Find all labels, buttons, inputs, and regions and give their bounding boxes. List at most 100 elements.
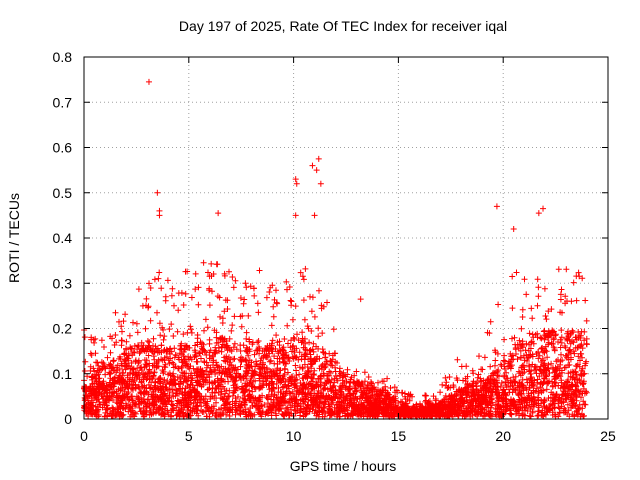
data-point [352,410,359,417]
data-point [167,379,174,386]
data-point [120,318,127,325]
data-point [138,378,145,385]
data-point [123,338,130,345]
data-point [529,331,536,338]
data-point [96,375,103,382]
data-point [258,403,265,409]
data-point [182,346,188,353]
data-point [251,292,258,299]
data-point [156,269,163,276]
data-point [111,380,118,387]
data-point [193,379,200,386]
data-point [277,376,284,383]
data-point [206,273,213,280]
data-point [569,368,576,375]
data-point [161,397,168,404]
data-point [212,384,219,391]
data-point [327,385,334,392]
data-point [436,406,443,413]
data-point [376,407,383,414]
outlier-point [309,162,316,169]
data-point [269,380,276,387]
data-point [137,389,144,396]
data-point [535,390,542,397]
data-point [548,306,555,313]
data-point [103,386,110,393]
data-point [127,404,134,411]
data-point [231,313,238,320]
data-point [237,403,244,410]
data-point [549,383,556,390]
data-point [376,395,383,402]
data-point [98,337,105,344]
data-point [352,385,359,392]
data-point [547,394,554,401]
data-point [538,335,545,342]
data-point [508,399,515,406]
data-point [140,390,147,397]
data-point [273,299,280,306]
data-point [245,408,252,415]
data-point [553,358,560,365]
data-point [512,410,519,417]
data-point [291,349,298,356]
data-point [390,413,397,420]
data-point [555,372,562,379]
data-point [157,332,164,339]
data-point [257,357,264,364]
data-point [218,348,225,355]
data-point [552,331,559,338]
data-point [530,340,537,347]
data-point [158,405,164,412]
data-point [294,331,300,338]
data-point [487,363,494,370]
data-point [526,362,532,369]
data-point [400,405,407,412]
data-point [515,345,522,352]
data-point [523,340,530,347]
data-point [199,349,206,356]
data-point [451,400,458,407]
data-point [222,378,228,385]
data-point [329,362,336,369]
data-point [472,411,479,418]
data-point [238,358,245,365]
data-point [320,349,327,356]
data-point [565,370,572,377]
data-point [149,348,156,355]
data-point [299,273,306,280]
data-point [148,391,155,398]
data-point [143,295,150,302]
data-point [332,372,339,379]
data-point [465,404,472,411]
data-point [129,393,136,400]
data-point [116,318,122,325]
data-point [191,393,198,400]
data-point [534,276,541,283]
data-point [88,334,95,341]
data-point [533,385,540,392]
data-point [524,355,531,361]
data-point [156,394,163,401]
data-point [237,313,244,320]
data-point [160,326,167,333]
data-point [138,398,145,405]
data-point [559,309,565,316]
data-point [143,376,150,383]
data-point [465,383,472,390]
data-point [477,401,484,408]
data-point [264,343,271,349]
data-point [203,352,210,358]
data-point [549,409,556,416]
data-point [308,373,315,380]
data-point [88,352,95,358]
data-point [208,260,215,267]
data-point [104,354,111,361]
outlier-point [293,180,300,187]
data-point [198,372,205,378]
data-point [561,384,568,391]
data-point [501,352,508,359]
data-point [213,399,219,406]
data-point [454,356,461,363]
data-point [402,400,409,407]
